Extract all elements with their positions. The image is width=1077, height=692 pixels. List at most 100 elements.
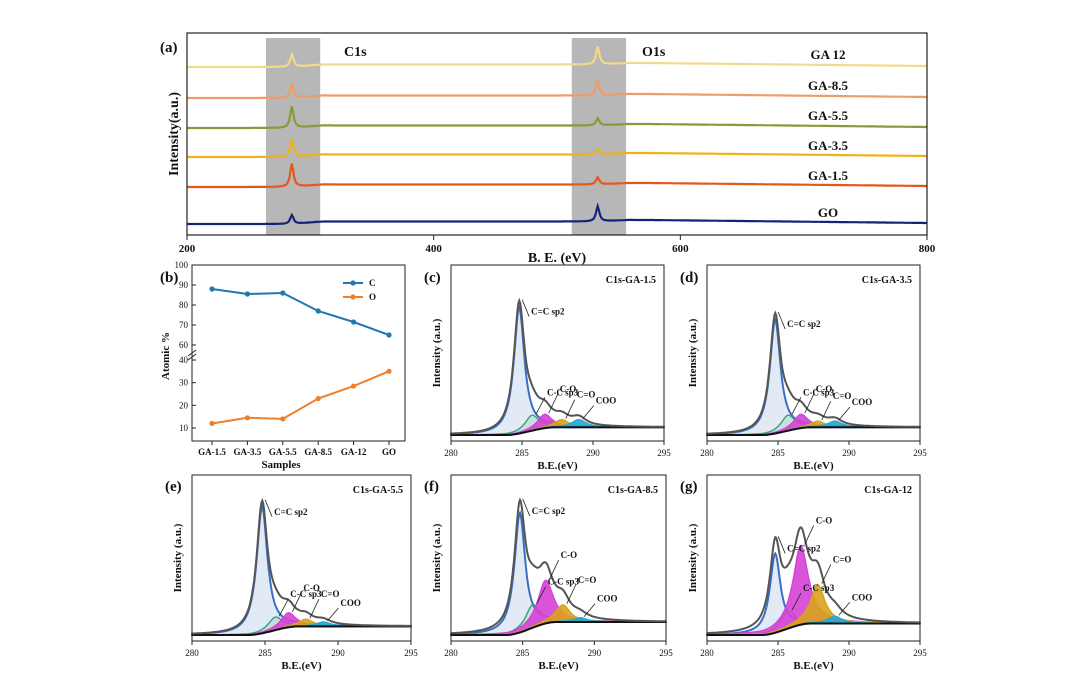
- panel-letter: (c): [424, 270, 441, 286]
- annotation-arrow: [565, 399, 576, 419]
- data-point-o: [244, 415, 250, 421]
- annotation-arrow: [264, 499, 273, 517]
- panel-ylabel: Intensity (a.u.): [687, 318, 699, 387]
- annotation-arrow: [804, 394, 815, 414]
- peak-label-ceqo: C=O: [578, 575, 597, 585]
- panel-b-category-label: GA-1.5: [198, 447, 226, 457]
- xtick-label: 280: [700, 448, 714, 458]
- panel-b-ylabel: Atomic %: [160, 332, 172, 380]
- xtick-label: 295: [404, 648, 418, 658]
- panel-b-ytick-label: 10: [179, 423, 189, 433]
- c1s-label: C1s: [344, 45, 367, 60]
- component-ccsp2: [706, 317, 921, 436]
- peak-label-co: C-O: [561, 550, 578, 560]
- data-point-c: [244, 291, 250, 297]
- xtick-label: 280: [444, 648, 458, 658]
- panel-c-c1s: 280 285 290 295 (c) C1s-GA-1.5 B.E.(eV) Intensi…: [424, 264, 671, 472]
- panel-f-c1s: 280 285 290 295 (f) C1s-GA-8.5 B.E.(eV) Intensi…: [424, 474, 673, 672]
- panel-letter: (e): [165, 479, 182, 495]
- panel-a-ylabel: Intensity(a.u.): [167, 92, 182, 176]
- data-point-o: [280, 416, 286, 422]
- panel-title: C1s-GA-8.5: [608, 485, 658, 496]
- legend-label-c: C: [369, 278, 376, 288]
- panel-b-letter: (b): [160, 270, 178, 286]
- series-line-c: [211, 288, 390, 336]
- xtick-label: 295: [659, 648, 673, 658]
- xtick-label: 295: [657, 448, 671, 458]
- panel-b-ytick-label: 40: [179, 355, 189, 365]
- legend-marker-c: [350, 280, 356, 286]
- xtick-label: 295: [913, 648, 927, 658]
- panel-ylabel: Intensity (a.u.): [431, 523, 443, 592]
- survey-spectra: [187, 46, 927, 226]
- annotation-arrow: [777, 536, 786, 554]
- data-point-c: [351, 319, 357, 325]
- annotation-arrow: [791, 397, 802, 415]
- panel-letter: (g): [680, 479, 698, 495]
- data-point-c: [209, 286, 215, 292]
- peak-label-co: C-O: [816, 384, 833, 394]
- panel-title: C1s-GA-12: [864, 485, 912, 496]
- panel-d-c1s: 280 285 290 295 (d) C1s-GA-3.5 B.E.(eV) Intensi…: [680, 264, 927, 472]
- o1s-shaded-band: [571, 38, 627, 235]
- annotation-arrow: [804, 525, 815, 545]
- legend-label-o: O: [369, 292, 376, 302]
- panel-xlabel: B.E.(eV): [793, 460, 834, 472]
- component-ccsp2: [191, 503, 412, 636]
- envelope-line: [450, 497, 666, 635]
- panel-a-xlabel: B. E. (eV): [528, 251, 587, 266]
- annotation-arrow: [582, 405, 595, 419]
- background-line: [451, 621, 666, 636]
- annotation-arrow: [821, 400, 832, 421]
- annotation-arrow: [521, 299, 530, 317]
- peak-label-ccsp3: C-C sp3: [803, 387, 835, 397]
- envelope-line: [706, 310, 920, 435]
- annotation-arrow: [838, 406, 851, 421]
- panel-a-xtick-label: 600: [672, 243, 689, 255]
- peak-label-ccsp3: C-C sp3: [803, 583, 835, 593]
- annotation-arrow: [791, 593, 802, 611]
- panel-ylabel: Intensity (a.u.): [172, 523, 184, 592]
- peak-label-ccsp3: C-C sp3: [548, 577, 580, 587]
- panel-frame: [450, 264, 665, 442]
- envelope-line: [191, 497, 411, 635]
- panel-xlabel: B.E.(eV): [538, 660, 579, 672]
- data-point-c: [315, 308, 321, 314]
- panel-b-ytick-label: 30: [179, 378, 189, 388]
- xtick-label: 285: [771, 448, 785, 458]
- panel-title: C1s-GA-1.5: [606, 275, 656, 286]
- annotation-arrow: [566, 584, 577, 604]
- survey-label-ga-12: GA 12: [810, 47, 845, 62]
- annotation-arrow: [278, 598, 289, 617]
- panel-b-ytick-label: 60: [179, 340, 189, 350]
- peak-label-ccsp2: C=C sp2: [532, 506, 566, 516]
- panel-a-letter: (a): [160, 40, 178, 56]
- xtick-label: 280: [444, 448, 458, 458]
- peak-label-ceqo: C=O: [833, 391, 852, 401]
- o1s-label: O1s: [642, 45, 666, 60]
- panel-e-c1s: 280 285 290 295 (e) C1s-GA-5.5 B.E.(eV) Intensi…: [165, 474, 418, 672]
- panel-frame: [706, 264, 921, 442]
- panel-b-ytick-label: 100: [175, 260, 189, 270]
- panel-b-category-label: GA-3.5: [234, 447, 262, 457]
- panel-xlabel: B.E.(eV): [793, 660, 834, 672]
- peak-label-coo: COO: [852, 397, 873, 407]
- annotation-arrow: [549, 560, 559, 580]
- survey-line-ga-12: [187, 46, 927, 69]
- survey-line-go: [187, 202, 927, 226]
- panel-a-frame: [186, 32, 928, 236]
- c1s-shaded-band: [265, 38, 321, 235]
- annotation-arrow: [309, 598, 320, 619]
- annotation-arrow: [291, 592, 302, 613]
- survey-line-ga-5.5: [187, 106, 927, 130]
- annotation-arrow: [536, 586, 547, 604]
- panel-ylabel: Intensity (a.u.): [431, 318, 443, 387]
- xtick-label: 290: [842, 648, 856, 658]
- annotation-arrow: [838, 602, 851, 616]
- survey-label-ga-1.5: GA-1.5: [808, 168, 849, 183]
- legend-marker-o: [350, 294, 356, 300]
- survey-label-ga-8.5: GA-8.5: [808, 78, 849, 93]
- peak-label-ccsp2: C=C sp2: [274, 507, 308, 517]
- panel-xlabel: B.E.(eV): [537, 460, 578, 472]
- data-point-o: [351, 383, 357, 389]
